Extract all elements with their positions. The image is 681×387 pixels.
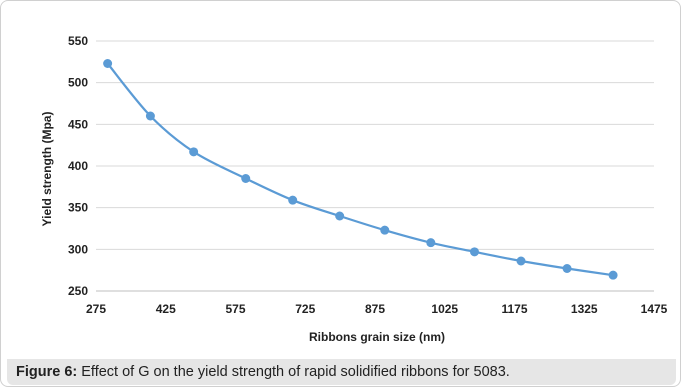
y-tick-label: 250 [68,284,88,298]
figure-caption: Figure 6: Effect of G on the yield stren… [7,359,676,385]
x-tick-label: 425 [156,302,176,316]
data-point [288,195,298,205]
series-layer [103,59,618,280]
line-chart: 250 300 350 400 450 500 550 275 425 575 725 875 102… [40,34,668,344]
x-tick-label: 575 [225,302,245,316]
x-tick-label: 1475 [641,302,668,316]
x-tick-label: 275 [86,302,106,316]
x-tick-label: 1025 [431,302,458,316]
data-point [426,238,436,248]
y-tick-label: 350 [68,201,88,215]
y-tick-label: 550 [68,34,88,48]
data-point [241,174,251,183]
x-tick-label: 875 [365,302,385,316]
data-point [516,256,526,266]
y-tick-label: 300 [68,242,88,256]
data-point [335,211,345,221]
data-point [470,247,480,257]
y-tick-label: 450 [68,117,88,131]
x-tick-label: 1175 [501,302,527,316]
data-point [103,59,113,68]
y-axis-title: Yield strength (Mpa) [40,112,54,227]
y-tick-label: 500 [68,76,88,90]
gridlines [96,40,654,292]
x-tick-label: 1325 [571,302,598,316]
x-tick-labels: 275 425 575 725 875 1025 1175 1325 1475 [86,302,668,316]
caption-text: Effect of G on the yield strength of rap… [77,364,510,380]
x-tick-label: 725 [295,302,315,316]
data-point [380,225,390,235]
data-point [145,111,155,121]
y-tick-labels: 250 300 350 400 450 500 550 [68,34,88,298]
data-point [562,264,572,273]
y-tick-label: 400 [68,159,88,173]
x-axis-title: Ribbons grain size (nm) [309,330,445,344]
series-line [106,62,614,277]
caption-label: Figure 6: [16,364,78,380]
data-point [189,147,199,157]
data-point [608,270,618,280]
